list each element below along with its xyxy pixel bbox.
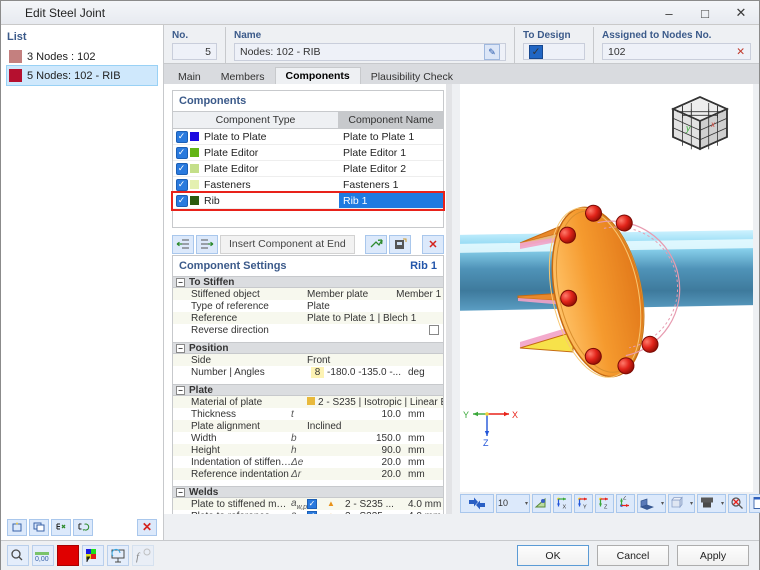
- svg-text:X: X: [563, 505, 567, 511]
- svg-text:Y: Y: [463, 410, 469, 420]
- svg-text:0,00: 0,00: [35, 556, 49, 562]
- svg-text:X: X: [512, 410, 518, 420]
- svg-text:Z: Z: [483, 438, 489, 448]
- svg-text:Z: Z: [623, 496, 627, 502]
- svg-text:Y: Y: [583, 505, 587, 511]
- svg-text:y: y: [685, 123, 691, 133]
- svg-text:f: f: [136, 551, 141, 563]
- svg-text:Z: Z: [604, 505, 608, 511]
